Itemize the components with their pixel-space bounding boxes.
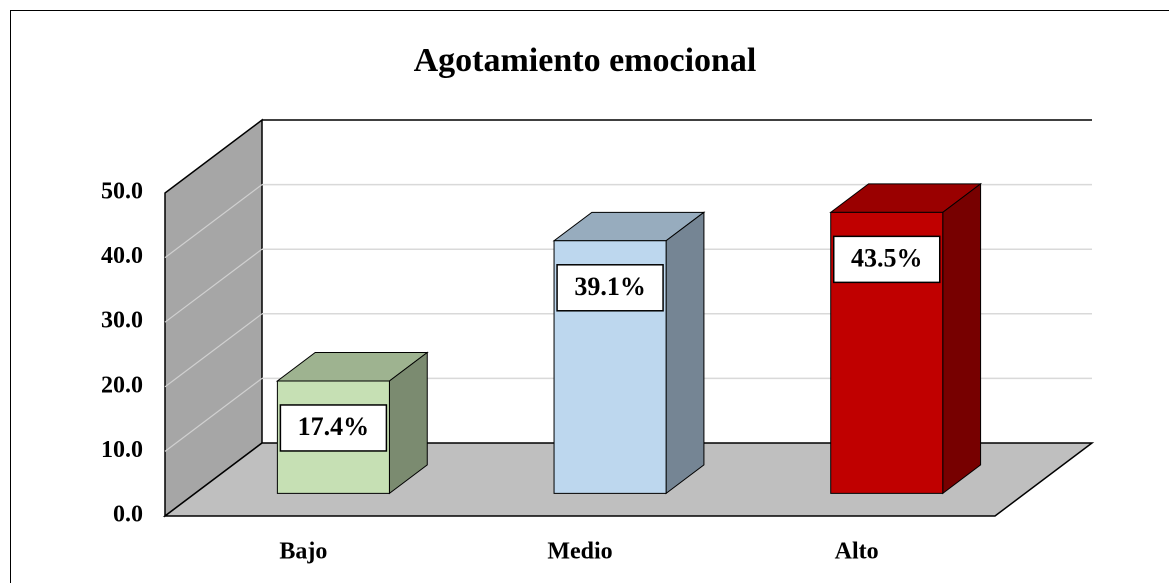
value-label: 43.5% [851, 243, 923, 272]
bar [552, 211, 706, 495]
value-label-box [279, 404, 388, 452]
value-label: 17.4% [298, 412, 370, 441]
y-tick-label: 40.0 [101, 243, 143, 269]
bar-side [665, 211, 705, 495]
value-label-box [832, 235, 941, 284]
y-tick-label: 10.0 [101, 437, 143, 463]
grid-line [164, 248, 263, 323]
y-tick-label: 50.0 [101, 179, 143, 205]
x-tick-label: Medio [547, 539, 612, 565]
value-label: 39.1% [574, 272, 646, 301]
grid-line [164, 377, 263, 452]
chart-title: Agotamiento emocional [414, 42, 757, 79]
bar-side [942, 182, 982, 495]
value-label-box [556, 264, 664, 312]
y-tick-label: 30.0 [101, 308, 143, 334]
y-tick-label: 0.0 [113, 502, 143, 528]
x-tick-label: Bajo [279, 539, 327, 565]
bar [829, 182, 983, 495]
grid-line [164, 313, 263, 388]
y-tick-label: 20.0 [101, 372, 143, 398]
grid-line [164, 184, 263, 259]
x-tick-label: Alto [835, 539, 879, 565]
